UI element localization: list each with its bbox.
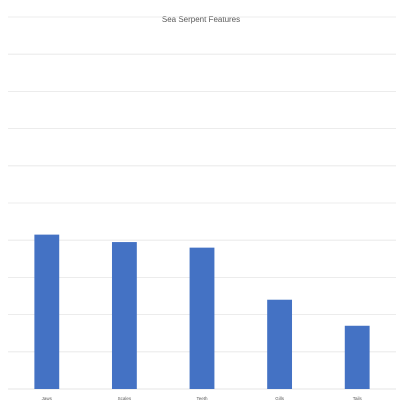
chart-title: Sea Serpent Features <box>162 15 240 24</box>
gridlines <box>8 16 396 390</box>
bar-gills <box>267 299 293 389</box>
bar-teeth <box>189 247 215 389</box>
x-tick-label-teeth: Teeth <box>196 396 208 401</box>
bar-tails <box>344 325 370 389</box>
bars <box>34 234 370 389</box>
x-tick-label-scales: Scales <box>118 396 132 401</box>
x-tick-label-gills: Gills <box>275 396 284 401</box>
x-tick-label-tails: Tails <box>353 396 363 401</box>
bar-scales <box>111 242 137 389</box>
bar-jaws <box>34 234 60 389</box>
x-tick-labels: Jaws Scales Teeth Gills Tails <box>42 396 363 401</box>
x-tick-label-jaws: Jaws <box>42 396 53 401</box>
